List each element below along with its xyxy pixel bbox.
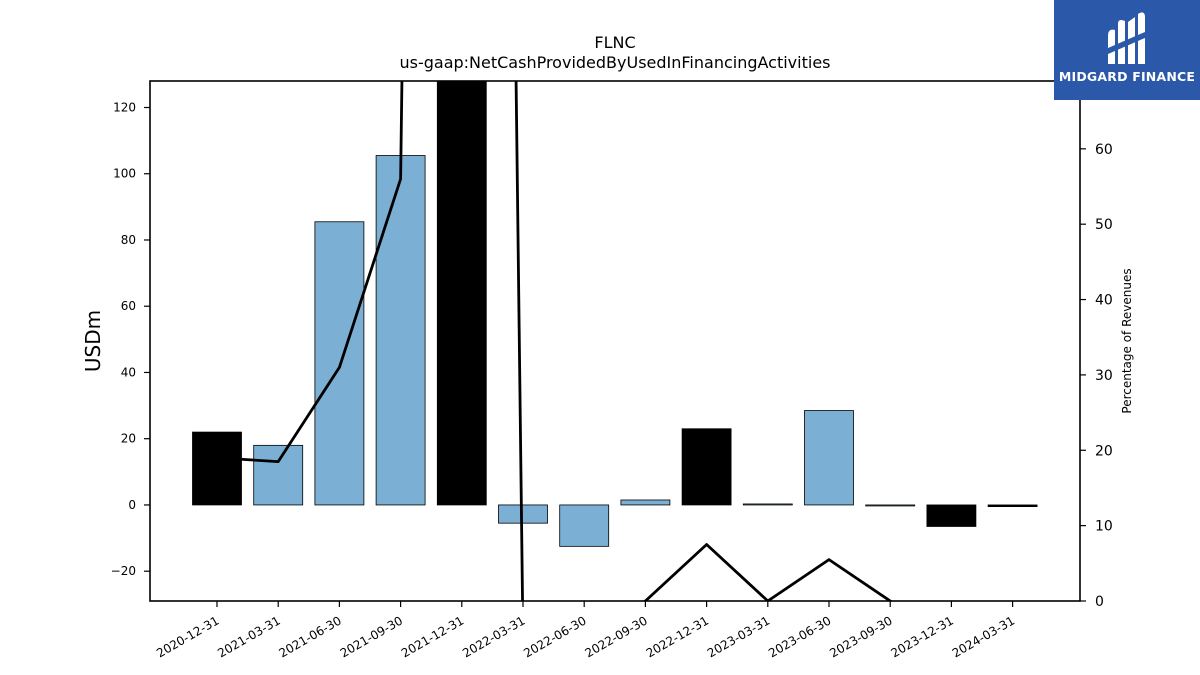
y2-tick-label: 0 — [1095, 594, 1104, 610]
series-line — [216, 81, 893, 601]
x-tick-label: 2023-03-31 — [705, 613, 772, 660]
x-tick-label: 2022-03-31 — [460, 613, 527, 660]
bars-layer — [192, 81, 1038, 547]
y-tick-label: 120 — [113, 100, 136, 114]
y-axis-label: USDm — [81, 310, 105, 372]
y2-axis: 0 10 20 30 40 50 60 — [1080, 142, 1113, 610]
x-tick-label: 2021-09-30 — [338, 613, 405, 660]
x-tick-label: 2024-03-31 — [950, 613, 1017, 660]
logo-text: MIDGARD FINANCE — [1058, 69, 1196, 84]
y2-tick-label: 50 — [1095, 217, 1113, 233]
x-tick-label: 2023-06-30 — [766, 613, 833, 660]
chart-title: FLNC — [594, 33, 635, 52]
y-tick-label: 80 — [121, 233, 136, 247]
plot-frame — [149, 80, 1081, 602]
bar — [742, 503, 793, 506]
bar — [620, 499, 671, 506]
bar — [253, 444, 304, 506]
x-tick-label: 2023-09-30 — [827, 613, 894, 660]
y-tick-label: −20 — [111, 564, 136, 578]
bar — [192, 431, 242, 506]
y2-tick-label: 40 — [1095, 293, 1113, 309]
x-tick-label: 2022-09-30 — [582, 613, 649, 660]
x-axis: 2020-12-312021-03-312021-06-302021-09-30… — [154, 601, 1017, 660]
x-tick-label: 2023-12-31 — [888, 613, 955, 660]
line-layer — [216, 81, 893, 601]
bar — [681, 428, 732, 506]
y2-axis-label: Percentage of Revenues — [1120, 268, 1134, 413]
bar — [865, 504, 916, 507]
x-tick-label: 2022-06-30 — [521, 613, 588, 660]
bar — [375, 155, 426, 506]
y-axis: −20 0 20 40 60 80 100 120 — [111, 100, 150, 578]
x-tick-label: 2021-03-31 — [215, 613, 282, 660]
x-tick-label: 2021-12-31 — [399, 613, 466, 660]
y2-tick-label: 60 — [1095, 142, 1113, 158]
bar — [987, 504, 1038, 508]
bar — [498, 504, 548, 524]
x-tick-label: 2021-06-30 — [276, 613, 343, 660]
bar — [804, 410, 854, 506]
y-tick-label: 0 — [128, 498, 136, 512]
y-tick-label: 20 — [121, 432, 136, 446]
bar — [559, 504, 610, 547]
y-tick-label: 60 — [121, 299, 136, 313]
y2-tick-label: 10 — [1095, 519, 1113, 535]
y2-tick-label: 30 — [1095, 368, 1113, 384]
midgard-finance-logo: MIDGARD FINANCE — [1054, 0, 1200, 100]
y-tick-label: 40 — [121, 365, 136, 379]
x-tick-label: 2020-12-31 — [154, 613, 221, 660]
chart-subtitle: us-gaap:NetCashProvidedByUsedInFinancing… — [399, 53, 830, 72]
y2-tick-label: 20 — [1095, 443, 1113, 459]
bar — [926, 504, 977, 527]
logo-mark-icon — [1108, 12, 1145, 65]
x-tick-label: 2022-12-31 — [644, 613, 711, 660]
y-tick-label: 100 — [113, 167, 136, 181]
bar — [436, 81, 487, 506]
